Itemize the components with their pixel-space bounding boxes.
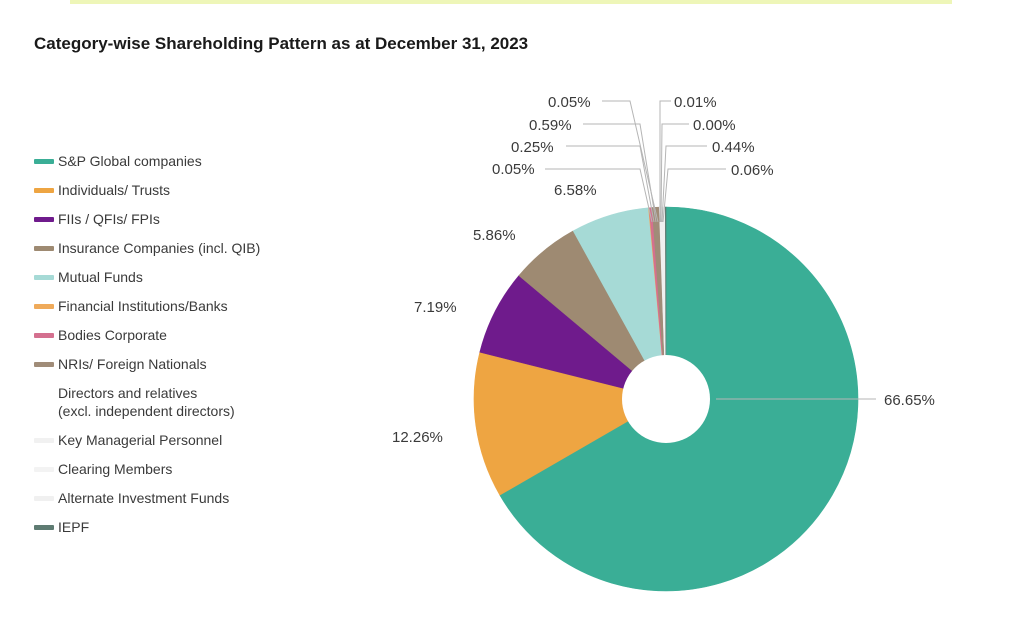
- legend-item: IEPF: [34, 518, 334, 536]
- legend-swatch: [34, 217, 54, 222]
- legend-label: Alternate Investment Funds: [58, 490, 230, 506]
- legend-label: S&P Global companies: [58, 153, 202, 169]
- chart-title: Category-wise Shareholding Pattern as at…: [34, 34, 529, 53]
- slice-value-labels: 66.65% 12.26% 7.19% 5.86% 6.58% 0.05% 0.25% 0.5…: [392, 94, 935, 446]
- legend-swatch: [34, 304, 54, 309]
- leader-line: [660, 123, 689, 223]
- legend-item: Directors and relatives (excl. independe…: [34, 384, 334, 420]
- slice-value-label: 7.19%: [414, 299, 457, 316]
- legend-item: Individuals/ Trusts: [34, 181, 334, 199]
- slice-value-label: 12.26%: [392, 429, 443, 446]
- top-accent-bar: [70, 0, 952, 4]
- legend-swatch: [34, 467, 54, 472]
- slice-value-label: 0.00%: [693, 117, 736, 134]
- legend-item: Mutual Funds: [34, 268, 334, 286]
- leader-line: [602, 100, 659, 223]
- leader-line: [661, 145, 707, 223]
- legend-item: NRIs/ Foreign Nationals: [34, 355, 334, 373]
- legend-label: Clearing Members: [58, 461, 173, 477]
- slice-value-label: 5.86%: [473, 227, 516, 244]
- legend-label: NRIs/ Foreign Nationals: [58, 356, 207, 372]
- legend-label: Financial Institutions/Banks: [58, 298, 228, 314]
- legend-label: Bodies Corporate: [58, 327, 167, 343]
- slice-value-label: 0.25%: [511, 139, 554, 156]
- legend-swatch: [34, 525, 54, 530]
- legend-label: Mutual Funds: [58, 269, 143, 285]
- slice-value-label: 6.58%: [554, 182, 597, 199]
- legend-item: Key Managerial Personnel: [34, 431, 334, 449]
- legend-label: Individuals/ Trusts: [58, 182, 171, 198]
- pie-slice: [473, 351, 667, 496]
- legend-swatch: [34, 438, 54, 443]
- label-leader-lines: [545, 100, 876, 400]
- legend-item: Bodies Corporate: [34, 326, 334, 344]
- slice-value-label: 0.44%: [712, 139, 755, 156]
- leader-line: [662, 168, 726, 223]
- legend-swatch: [34, 159, 54, 164]
- legend-swatch: [34, 333, 54, 338]
- leader-line: [545, 168, 653, 223]
- legend-swatch: [34, 275, 54, 280]
- slice-value-label: 66.65%: [884, 392, 935, 409]
- legend-item: FIIs / QFIs/ FPIs: [34, 210, 334, 228]
- legend-label: Insurance Companies (incl. QIB): [58, 240, 261, 256]
- legend-swatch: [34, 496, 54, 501]
- legend-swatch: [34, 246, 54, 251]
- chart-legend: S&P Global companies Individuals/ Trusts F…: [34, 152, 334, 547]
- slice-value-label: 0.06%: [731, 162, 774, 179]
- legend-swatch: [34, 362, 54, 367]
- legend-label: FIIs / QFIs/ FPIs: [58, 211, 160, 227]
- leader-line: [659, 100, 671, 222]
- pie-slice: [664, 206, 667, 400]
- legend-item: Alternate Investment Funds: [34, 489, 334, 507]
- legend-swatch: [34, 188, 54, 193]
- slice-value-label: 0.05%: [548, 94, 591, 111]
- slice-value-label: 0.01%: [674, 94, 717, 111]
- legend-label: Key Managerial Personnel: [58, 432, 223, 448]
- legend-item: Clearing Members: [34, 460, 334, 478]
- donut-hole: [622, 355, 710, 443]
- legend-item: Insurance Companies (incl. QIB): [34, 239, 334, 257]
- slice-value-label: 0.05%: [492, 161, 535, 178]
- legend-swatch: [34, 391, 54, 396]
- slice-value-label: 0.59%: [529, 117, 572, 134]
- legend-label: Directors and relatives (excl. independe…: [58, 385, 235, 419]
- legend-label: IEPF: [58, 519, 90, 535]
- legend-item: S&P Global companies: [34, 152, 334, 170]
- legend-item: Financial Institutions/Banks: [34, 297, 334, 315]
